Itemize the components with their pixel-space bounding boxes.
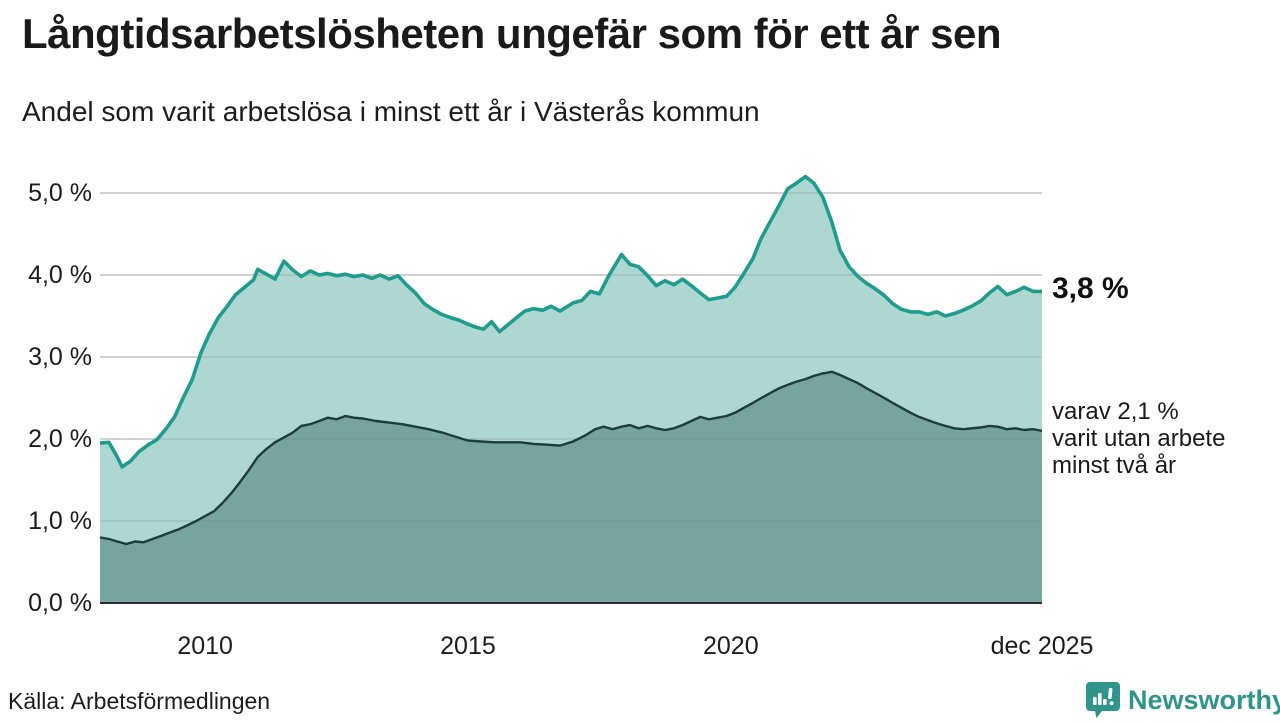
newsworthy-brand-text: Newsworthy: [1128, 684, 1280, 715]
secondary-annotation-line: varit utan arbete: [1052, 425, 1226, 452]
page-subtitle: Andel som varit arbetslösa i minst ett å…: [22, 96, 760, 127]
x-axis-tick-label: 2015: [440, 632, 496, 660]
y-axis-tick-label: 5,0 %: [28, 179, 92, 207]
latest-value-label: 3,8 %: [1052, 272, 1129, 305]
page-title: Långtidsarbetslösheten ungefär som för e…: [22, 10, 1002, 57]
newsworthy-logo-icon: [1086, 681, 1120, 719]
y-axis-tick-label: 2,0 %: [28, 425, 92, 453]
chart-canvas: [99, 174, 1043, 604]
y-axis-tick-label: 0,0 %: [28, 589, 92, 617]
x-axis-tick-label: 2020: [702, 632, 759, 660]
area-chart-plot: [99, 170, 1043, 611]
line-1yr-series: [99, 174, 1042, 469]
secondary-annotation-line: minst två år: [1052, 452, 1177, 479]
area-fill-2yr: [100, 371, 1042, 603]
line-2yr-series: [99, 370, 1043, 546]
newsworthy-brand-link[interactable]: Newsworthy: [1086, 681, 1280, 719]
y-axis-tick-label: 1,0 %: [28, 507, 92, 535]
x-axis-tick-label: dec 2025: [990, 632, 1094, 660]
y-axis-tick-label: 3,0 %: [28, 343, 92, 371]
x-axis-tick-label: 2010: [177, 632, 233, 660]
secondary-value-annotation: varav 2,1 % varit utan arbete minst två …: [1052, 398, 1225, 479]
secondary-annotation-line: varav 2,1 %: [1052, 398, 1179, 425]
source-attribution: Källa: Arbetsförmedlingen: [8, 688, 271, 714]
y-axis-tick-label: 4,0 %: [28, 261, 92, 289]
